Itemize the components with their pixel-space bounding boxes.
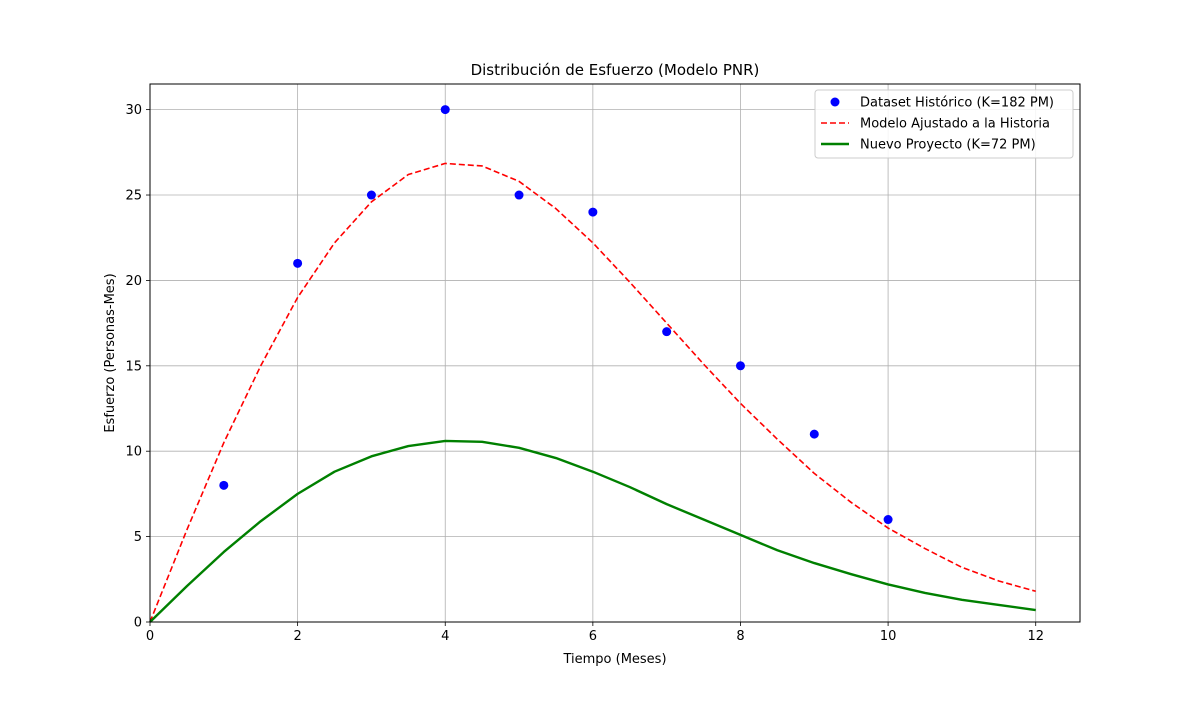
y-tick-label: 30 [125,103,142,118]
x-tick-label: 12 [1027,629,1044,644]
legend-entry: Nuevo Proyecto (K=72 PM) [821,138,1036,153]
y-axis-label: Esfuerzo (Personas-Mes) [103,273,118,432]
x-tick-label: 8 [736,629,744,644]
line-series-nuevo-proyecto [149,439,1036,623]
x-tick-label: 0 [146,629,154,644]
legend-label: Dataset Histórico (K=182 PM) [860,96,1054,111]
x-tick-label: 4 [441,629,449,644]
data-point [588,207,598,217]
data-point [219,480,229,490]
legend-label: Nuevo Proyecto (K=72 PM) [860,138,1036,153]
data-point [440,105,450,115]
y-tick-label: 15 [125,359,142,374]
legend-entry: Modelo Ajustado a la Historia [821,117,1050,132]
y-tick-label: 20 [125,274,142,289]
data-point [514,190,524,200]
y-tick-label: 10 [125,445,142,460]
x-axis-label: Tiempo (Meses) [562,652,666,667]
legend-entries: Dataset Histórico (K=182 PM) Modelo Ajust… [821,96,1054,153]
y-tick-label: 0 [134,616,142,631]
data-point [883,515,893,525]
data-point [809,429,819,439]
x-tick-label: 2 [293,629,301,644]
y-tick-label: 25 [125,189,142,204]
x-tick-label: 10 [880,629,897,644]
y-tick-label: 5 [134,530,142,545]
legend: Dataset Histórico (K=182 PM) Modelo Ajust… [814,89,1074,159]
plot-area-frame [149,83,1081,623]
axis-ticks: 0 2 4 6 8 10 12 0 5 10 15 20 25 30 [125,103,1044,644]
line-series-modelo-ajustado [149,162,1036,623]
chart-title: Distribución de Esfuerzo (Modelo PNR) [471,61,760,79]
data-point [662,327,672,337]
data-point [366,190,376,200]
legend-label: Modelo Ajustado a la Historia [860,117,1050,132]
series-layer [149,105,1036,623]
legend-box [814,89,1074,159]
scatter-series-historico [219,105,893,525]
data-point [293,258,303,268]
x-tick-label: 6 [589,629,597,644]
legend-entry: Dataset Histórico (K=182 PM) [830,96,1054,111]
data-point [735,361,745,371]
legend-marker [830,97,840,107]
